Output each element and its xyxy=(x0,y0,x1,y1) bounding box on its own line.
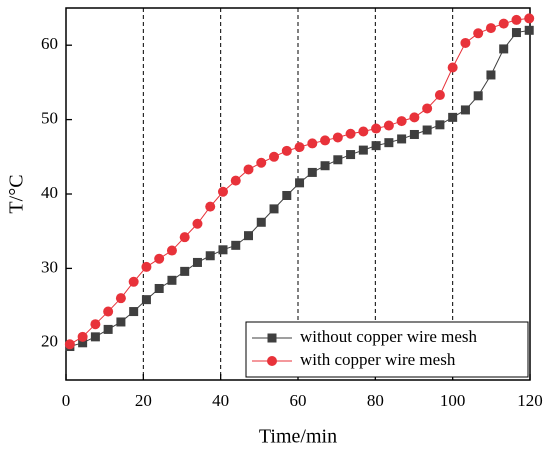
marker xyxy=(256,217,266,227)
marker xyxy=(320,161,330,171)
marker xyxy=(267,333,277,343)
marker xyxy=(524,25,534,35)
marker xyxy=(383,120,394,131)
y-tick-label: 50 xyxy=(41,109,58,128)
marker xyxy=(141,295,151,305)
marker xyxy=(434,90,445,101)
marker xyxy=(511,28,521,38)
marker xyxy=(244,231,254,241)
marker xyxy=(294,142,305,153)
y-tick-label: 60 xyxy=(41,34,58,53)
marker xyxy=(129,307,139,317)
legend-label: with copper wire mesh xyxy=(300,350,456,369)
marker xyxy=(77,331,88,342)
marker xyxy=(269,151,280,162)
marker xyxy=(371,141,381,151)
series-line xyxy=(69,29,530,348)
marker xyxy=(345,128,356,139)
marker xyxy=(231,240,241,250)
marker xyxy=(448,112,458,122)
marker xyxy=(256,157,267,168)
marker xyxy=(90,332,100,342)
marker xyxy=(205,201,216,212)
marker xyxy=(295,178,305,188)
marker xyxy=(422,125,432,135)
marker xyxy=(511,14,522,25)
y-axis-label: T/°C xyxy=(6,174,28,213)
legend-label: without copper wire mesh xyxy=(300,327,478,346)
marker xyxy=(103,324,113,334)
marker xyxy=(217,186,228,197)
marker xyxy=(460,37,471,48)
x-tick-label: 120 xyxy=(517,391,543,410)
marker xyxy=(116,317,126,327)
marker xyxy=(473,28,484,39)
marker xyxy=(78,338,88,348)
marker xyxy=(485,23,496,34)
marker xyxy=(332,132,343,143)
marker xyxy=(166,245,177,256)
x-tick-label: 40 xyxy=(212,391,229,410)
marker xyxy=(192,257,202,267)
marker xyxy=(409,112,420,123)
marker xyxy=(358,145,368,155)
marker xyxy=(371,123,382,134)
marker xyxy=(267,356,277,366)
marker xyxy=(154,253,165,264)
x-tick-label: 60 xyxy=(290,391,307,410)
marker xyxy=(320,135,331,146)
marker xyxy=(409,129,419,139)
marker xyxy=(154,283,164,293)
legend-box xyxy=(245,321,529,378)
marker xyxy=(435,120,445,130)
marker xyxy=(230,175,241,186)
marker xyxy=(384,138,394,148)
marker xyxy=(103,306,114,317)
marker xyxy=(333,155,343,165)
y-tick-label: 40 xyxy=(41,183,58,202)
marker xyxy=(218,245,228,255)
marker xyxy=(499,44,509,54)
marker xyxy=(307,167,317,177)
marker xyxy=(447,62,458,73)
marker xyxy=(115,293,126,304)
marker xyxy=(396,116,407,127)
marker xyxy=(243,164,254,175)
marker xyxy=(460,105,470,115)
marker xyxy=(422,103,433,114)
marker xyxy=(397,134,407,144)
marker xyxy=(473,91,483,101)
marker xyxy=(141,261,152,272)
marker xyxy=(307,138,318,149)
marker xyxy=(282,190,292,200)
marker xyxy=(524,13,535,24)
marker xyxy=(498,18,509,29)
marker xyxy=(128,276,139,287)
x-tick-label: 20 xyxy=(135,391,152,410)
x-tick-label: 0 xyxy=(62,391,71,410)
marker xyxy=(179,232,190,243)
marker xyxy=(90,319,101,330)
x-tick-label: 80 xyxy=(367,391,384,410)
marker xyxy=(346,150,356,160)
marker xyxy=(192,218,203,229)
x-axis-label: Time/min xyxy=(259,426,337,448)
x-tick-label: 100 xyxy=(440,391,466,410)
marker xyxy=(486,70,496,80)
marker xyxy=(281,145,292,156)
marker xyxy=(269,204,279,214)
marker xyxy=(64,339,75,350)
marker xyxy=(205,251,215,261)
marker xyxy=(167,275,177,285)
y-tick-label: 30 xyxy=(41,257,58,276)
marker xyxy=(180,266,190,276)
marker xyxy=(358,126,369,137)
y-tick-label: 20 xyxy=(41,332,58,351)
plot-frame xyxy=(65,7,531,381)
